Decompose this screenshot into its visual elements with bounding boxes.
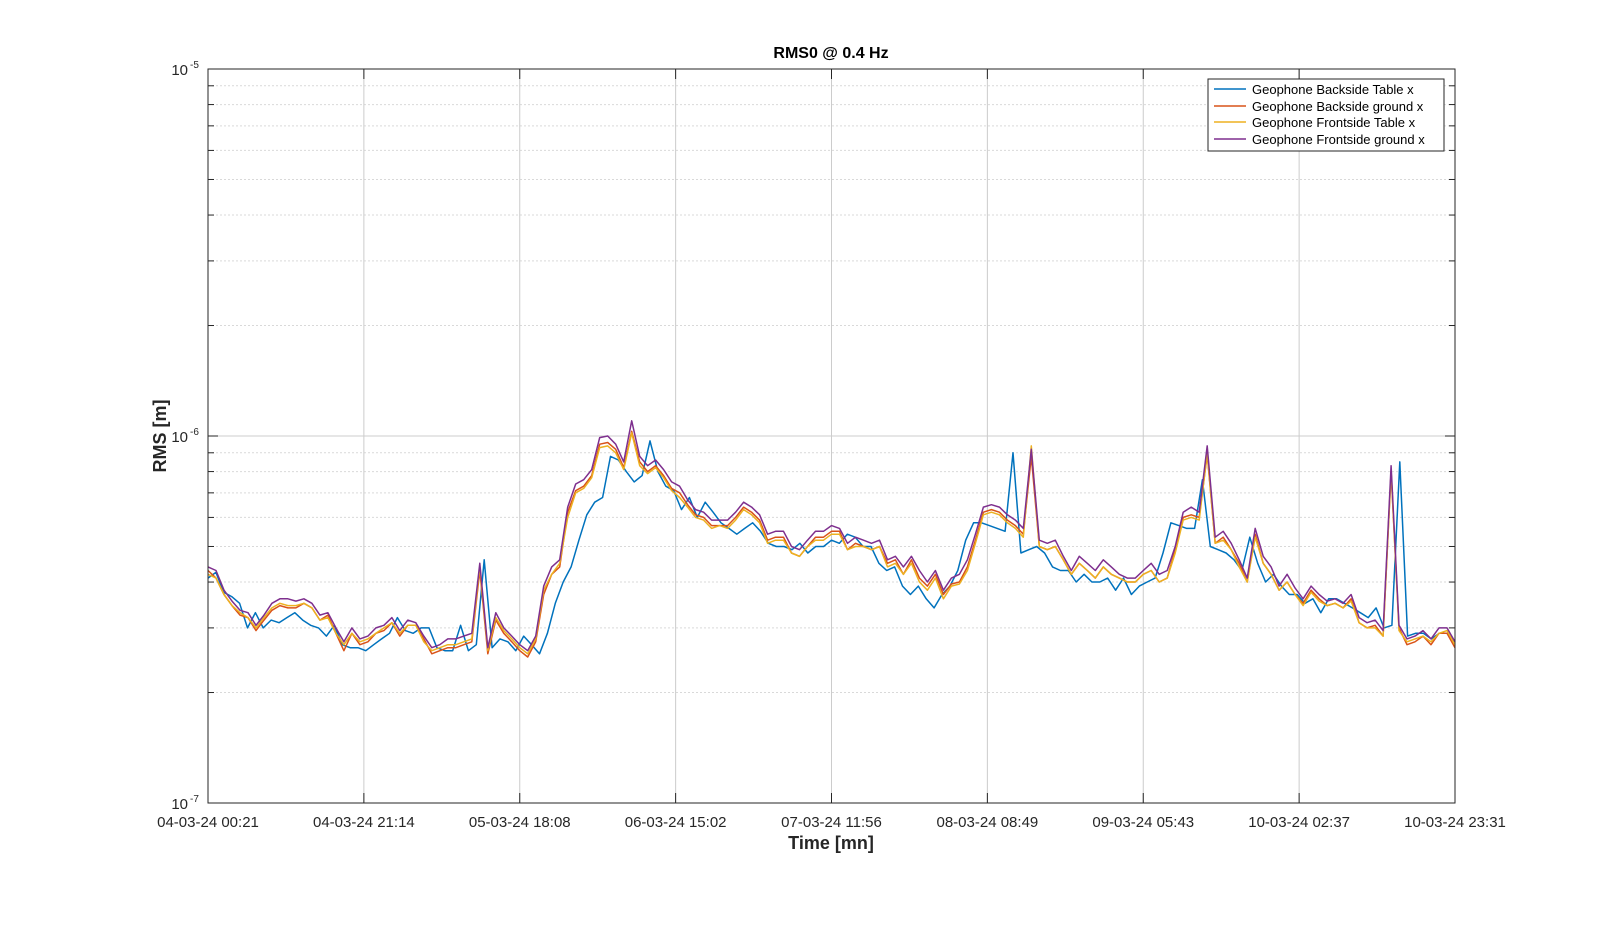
y-tick-label: 10 xyxy=(171,796,188,813)
tick-labels: 10-510-610 -704-03-24 00:21 04-03-24 21:14… xyxy=(157,60,1506,831)
series-line-3 xyxy=(207,420,1456,652)
x-tick-label: 10-03-24 02:37 xyxy=(1248,814,1350,831)
legend-label-0: Geophone Backside Table x xyxy=(1252,82,1414,97)
x-tick-label: 06-03-24 15:02 xyxy=(625,814,727,831)
y-tick-exponent: -5 xyxy=(190,60,199,71)
x-tick-label: 05-03-24 18:08 xyxy=(469,814,571,831)
x-axis-label: Time [mn] xyxy=(788,833,874,853)
series-lines xyxy=(207,420,1456,658)
axes-box xyxy=(207,68,1456,804)
x-tick-label: 07-03-24 11:56 xyxy=(781,814,882,831)
y-tick-exponent: -6 xyxy=(190,427,199,438)
y-tick-label: 10 xyxy=(171,62,188,79)
y-tick-label: 10 xyxy=(171,429,188,446)
y-axis-label: RMS [m] xyxy=(150,400,170,473)
series-line-0 xyxy=(207,440,1456,655)
chart-title: RMS0 @ 0.4 Hz xyxy=(773,45,888,62)
x-tick-label: 08-03-24 08:49 xyxy=(937,814,1039,831)
legend-label-1: Geophone Backside ground x xyxy=(1252,99,1424,114)
legend: Geophone Backside Table x Geophone Backs… xyxy=(1207,78,1445,152)
axes xyxy=(207,68,1456,804)
legend-label-2: Geophone Frontside Table x xyxy=(1252,115,1416,130)
legend-box xyxy=(1207,78,1445,152)
x-tick-label: 09-03-24 05:43 xyxy=(1092,814,1194,831)
x-tick-label: 10-03-24 23:31 xyxy=(1404,814,1506,831)
y-tick-exponent: -7 xyxy=(190,794,199,805)
legend-label-3: Geophone Frontside ground x xyxy=(1252,132,1425,147)
series-line-2 xyxy=(207,432,1456,655)
x-tick-label: 04-03-24 00:21 xyxy=(157,814,259,831)
x-tick-label: 04-03-24 21:14 xyxy=(313,814,415,831)
